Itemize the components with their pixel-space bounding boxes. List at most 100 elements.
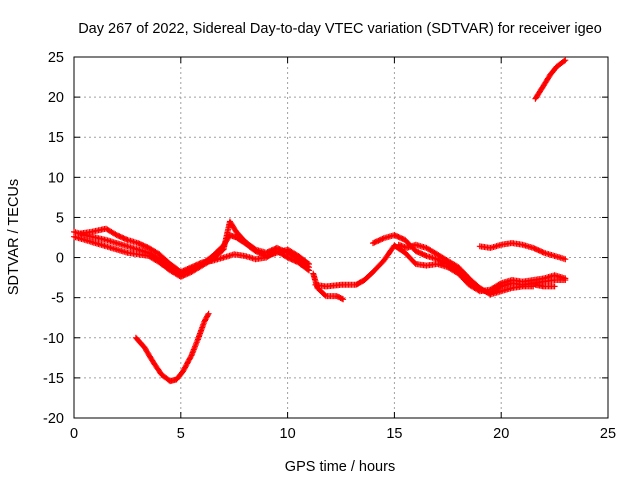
data-point — [414, 243, 417, 246]
data-point — [500, 285, 503, 288]
data-point — [158, 253, 161, 256]
data-point — [135, 336, 137, 339]
data-point — [479, 245, 481, 248]
data-point — [325, 295, 327, 297]
data-point — [406, 247, 409, 249]
x-tick-label: 25 — [600, 426, 616, 442]
data-point — [543, 280, 545, 283]
data-point — [105, 227, 107, 230]
x-tick-label: 10 — [280, 426, 296, 442]
data-point — [404, 251, 406, 254]
y-tick-label: 15 — [48, 130, 64, 146]
data-point — [244, 255, 246, 257]
data-point — [175, 378, 178, 381]
data-point — [180, 276, 182, 278]
data-point — [553, 279, 556, 281]
data-point — [447, 259, 449, 262]
data-point — [160, 373, 163, 376]
data-point — [555, 65, 558, 68]
data-point — [382, 259, 385, 262]
data-point — [254, 248, 257, 251]
x-tick-label: 15 — [386, 426, 402, 442]
data-point — [564, 258, 567, 260]
data-point — [235, 236, 238, 239]
data-point — [169, 269, 171, 272]
data-point — [126, 245, 129, 248]
series-markers — [532, 57, 569, 102]
data-point — [105, 245, 107, 248]
data-point — [363, 279, 366, 281]
series-trace-11 — [132, 310, 212, 385]
data-point — [147, 247, 150, 249]
data-point — [468, 277, 470, 280]
series-trace-3 — [77, 225, 312, 275]
data-point — [500, 290, 503, 293]
data-point — [532, 247, 535, 249]
data-point — [212, 259, 214, 262]
data-point — [543, 84, 545, 86]
data-point — [436, 253, 438, 256]
data-point — [340, 284, 342, 286]
series-trace-7 — [395, 241, 537, 298]
data-point — [553, 285, 556, 288]
x-tick-label: 0 — [70, 426, 78, 442]
y-tick-label: 20 — [48, 90, 64, 106]
data-point — [393, 234, 396, 236]
data-point — [203, 320, 206, 323]
data-point — [479, 287, 481, 289]
data-point — [553, 274, 556, 277]
data-point — [543, 251, 545, 254]
data-point — [325, 285, 327, 288]
data-point — [90, 231, 92, 233]
y-tick-label: 0 — [56, 251, 64, 267]
data-point — [511, 242, 513, 244]
data-point — [147, 255, 150, 257]
data-point — [244, 240, 246, 243]
data-point — [404, 239, 406, 241]
data-point — [190, 266, 193, 268]
data-point — [521, 285, 524, 288]
data-point — [342, 298, 344, 301]
data-point — [335, 295, 338, 297]
data-point — [105, 239, 107, 241]
y-axis-label: SDTVAR / TECUs — [6, 179, 22, 295]
data-point — [297, 261, 300, 264]
data-point — [436, 258, 438, 260]
series-trace-10 — [532, 57, 569, 102]
data-point — [207, 312, 210, 315]
data-point — [382, 237, 385, 240]
data-series — [71, 57, 569, 385]
data-point — [169, 263, 171, 265]
data-point — [137, 242, 139, 244]
data-point — [425, 255, 428, 257]
data-point — [564, 59, 567, 62]
data-point — [457, 271, 460, 273]
data-point — [372, 242, 374, 244]
x-tick-label: 20 — [493, 426, 509, 442]
data-point — [564, 279, 567, 281]
data-point — [73, 231, 75, 233]
data-point — [393, 244, 396, 247]
data-point — [553, 255, 556, 257]
y-tick-label: -15 — [43, 371, 64, 387]
data-point — [511, 287, 513, 289]
data-point — [137, 248, 139, 251]
chart-title: Day 267 of 2022, Sidereal Day-to-day VTE… — [78, 21, 602, 37]
y-tick-label: 25 — [48, 50, 64, 66]
y-tick-label: -10 — [43, 331, 64, 347]
data-point — [73, 235, 75, 238]
data-point — [222, 256, 225, 259]
series-trace-9 — [476, 240, 569, 263]
data-point — [190, 271, 193, 273]
data-point — [233, 253, 235, 256]
data-point — [158, 261, 161, 264]
y-tick-label: 5 — [56, 210, 64, 226]
data-point — [534, 284, 537, 286]
data-point — [137, 253, 139, 256]
data-point — [534, 97, 537, 100]
data-point — [414, 263, 417, 265]
data-point — [286, 256, 289, 259]
data-point — [286, 251, 289, 254]
y-tick-label: -20 — [43, 411, 64, 427]
